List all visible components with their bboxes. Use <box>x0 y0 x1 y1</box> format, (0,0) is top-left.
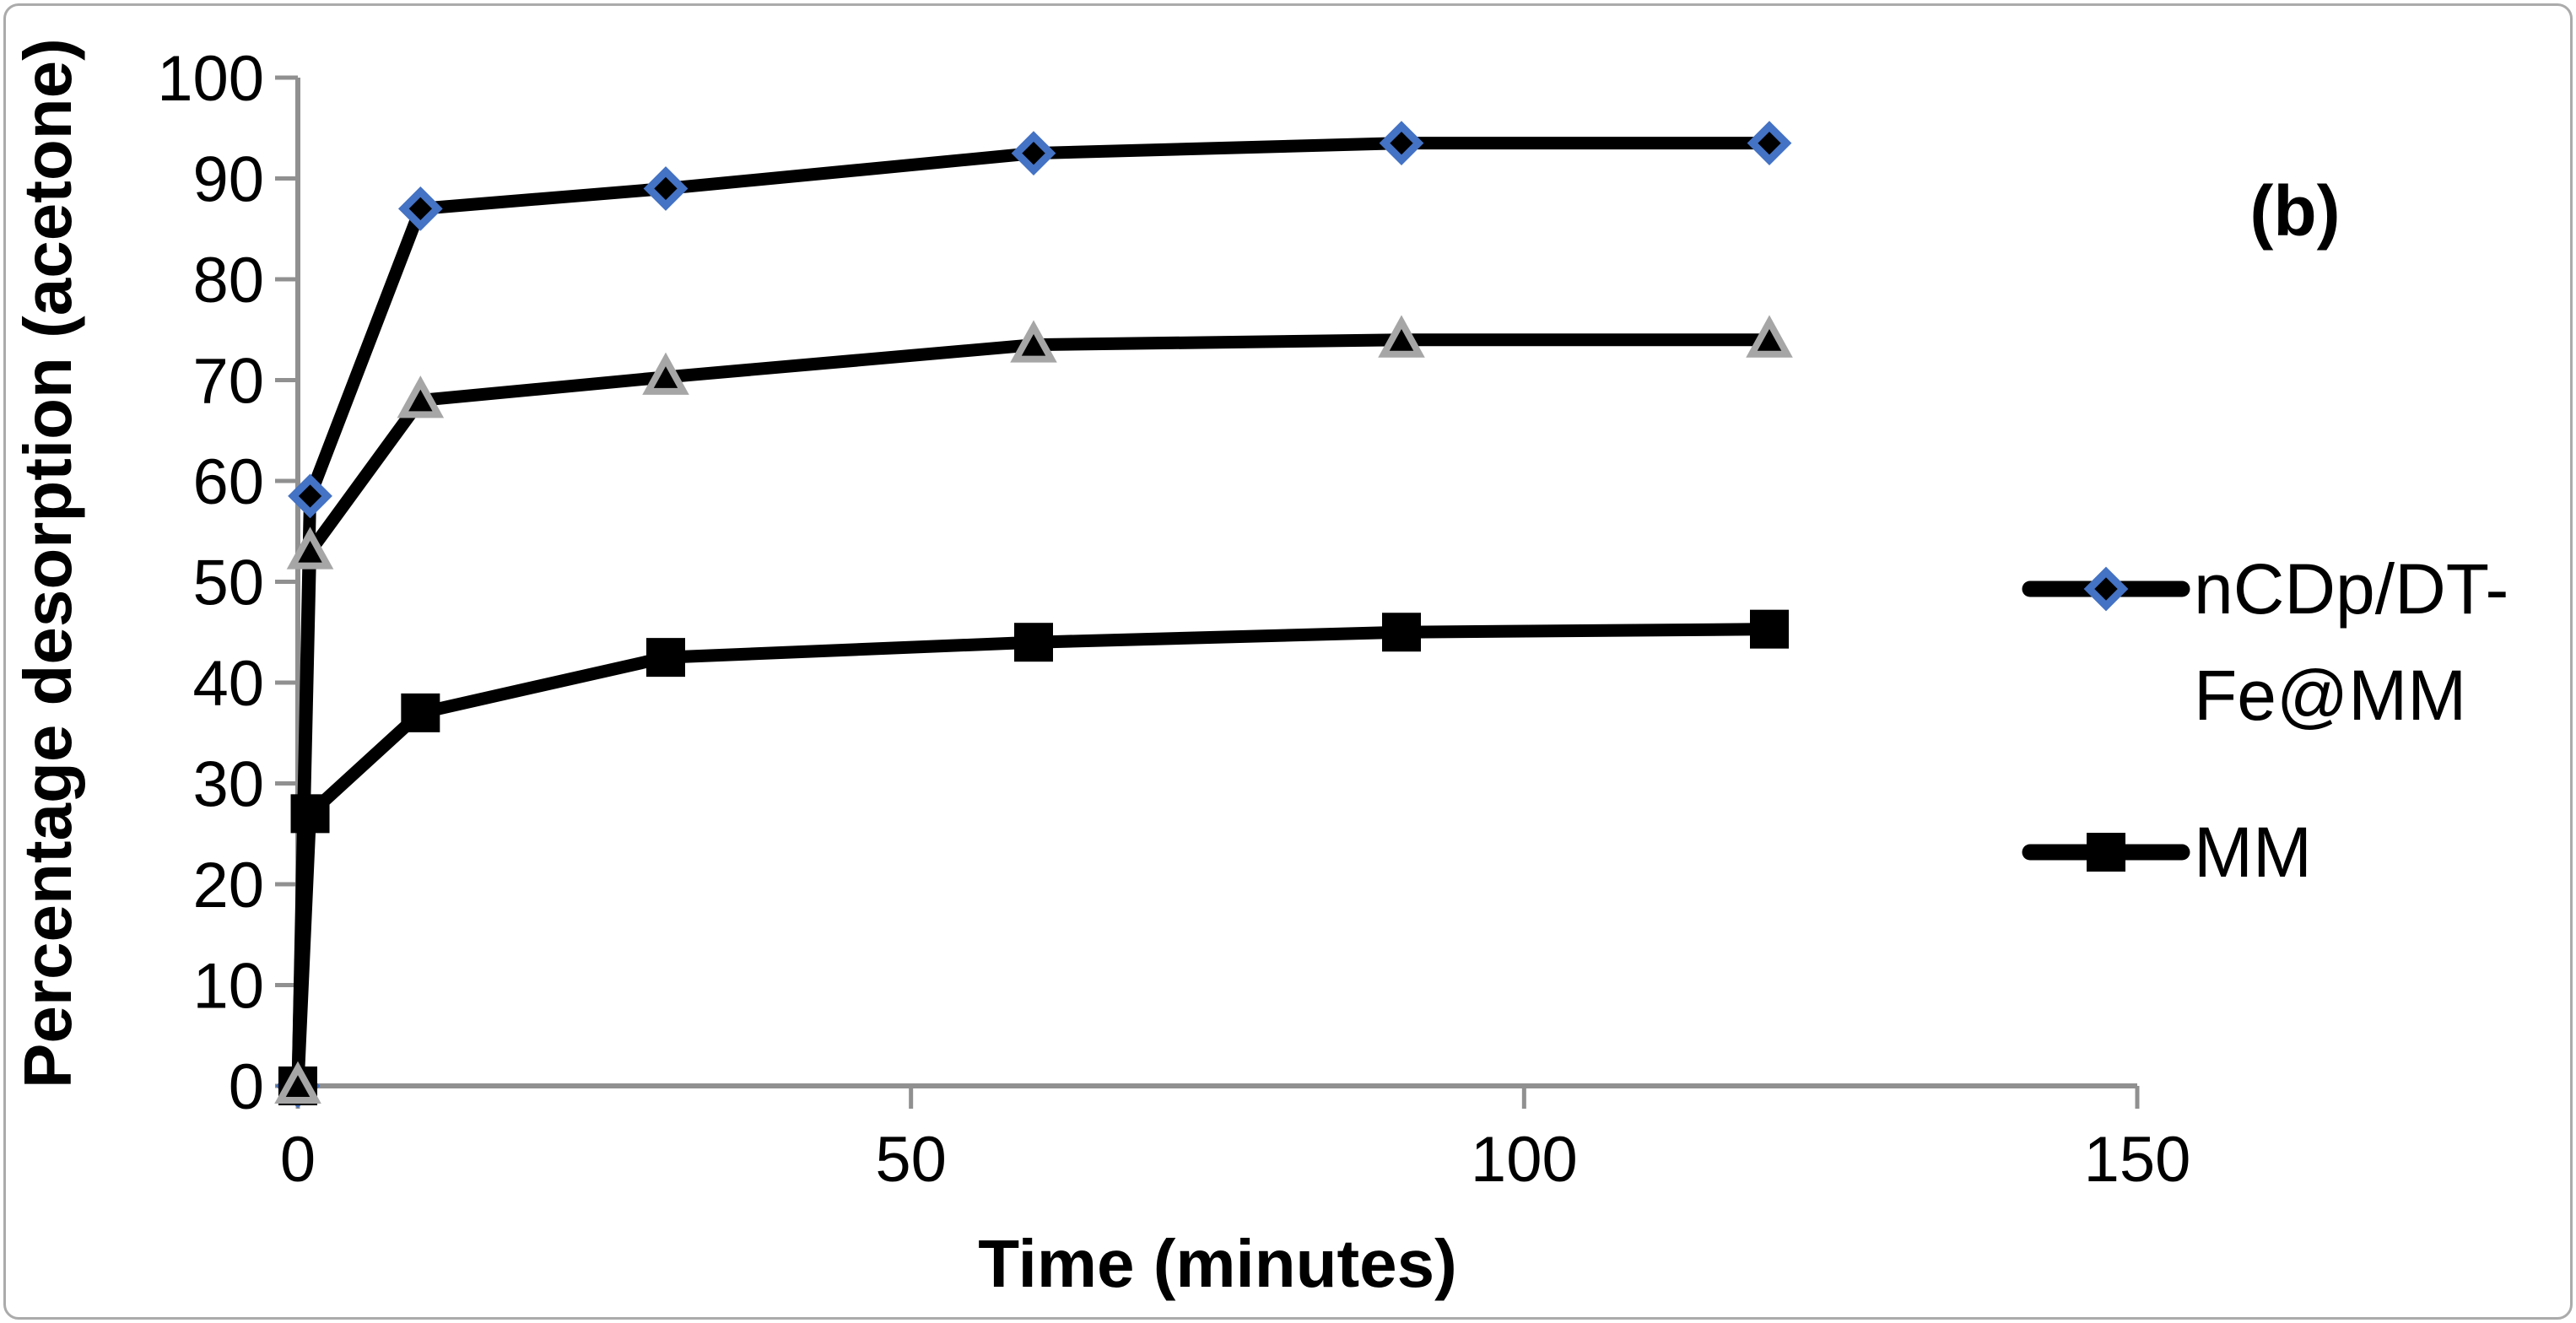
legend-key-square <box>2022 833 2190 872</box>
y-tick-label: 50 <box>192 548 264 619</box>
marker-triangle <box>397 375 445 418</box>
series-line-1 <box>291 623 1770 1087</box>
y-tick-label: 20 <box>192 850 264 921</box>
marker-square <box>1750 609 1789 649</box>
legend-label: nCDp/DT- Fe@MM <box>2194 536 2508 748</box>
marker-diamond <box>1379 121 1424 166</box>
y-axis-title: Percentage desorption (acetone) <box>10 38 85 1088</box>
legend-label: MM <box>2194 799 2312 905</box>
marker-triangle <box>274 1061 321 1104</box>
marker-diamond <box>1747 121 1792 166</box>
y-tick-label: 60 <box>192 446 264 518</box>
y-tick-label: 90 <box>192 144 264 216</box>
marker-square <box>646 638 685 678</box>
y-tick-label: 70 <box>192 346 264 418</box>
y-tick-label: 10 <box>192 951 264 1023</box>
legend-label-line: Fe@MM <box>2194 656 2467 735</box>
marker-square <box>1014 623 1053 662</box>
marker-diamond <box>643 166 689 211</box>
y-tick-label: 30 <box>192 749 264 821</box>
marker-diamond <box>288 473 332 519</box>
x-tick-label: 150 <box>2084 1124 2191 1196</box>
x-tick-label: 50 <box>875 1124 947 1196</box>
legend-entry-MM: MM <box>2022 799 2312 905</box>
marker-diamond <box>2083 566 2129 612</box>
marker-triangle <box>1010 320 1057 363</box>
series-line-0 <box>291 137 1769 1087</box>
marker-triangle <box>1378 315 1425 358</box>
y-tick-label: 0 <box>229 1051 264 1123</box>
x-axis-title: Time (minutes) <box>978 1226 1457 1301</box>
x-tick-label: 0 <box>280 1124 316 1196</box>
marker-triangle <box>286 526 334 570</box>
marker-triangle <box>642 352 689 395</box>
panel-label: (b) <box>2249 171 2341 251</box>
marker-triangle <box>1746 315 1793 358</box>
legend-label-line: MM <box>2194 813 2312 892</box>
y-tick-label: 80 <box>192 245 264 316</box>
marker-square <box>2087 833 2125 872</box>
x-tick-label: 100 <box>1471 1124 1578 1196</box>
y-tick-label: 40 <box>192 648 264 720</box>
legend-key-diamond <box>2022 566 2190 612</box>
marker-square <box>401 693 440 732</box>
series-line-2 <box>291 333 1769 1087</box>
legend-label-line: nCDp/DT- <box>2194 549 2509 629</box>
y-tick-label: 100 <box>157 43 264 115</box>
marker-square <box>1382 613 1421 652</box>
legend-entry-nCDp/DT-Fe@MM: nCDp/DT- Fe@MM <box>2022 536 2508 748</box>
marker-diamond <box>1011 131 1056 176</box>
marker-diamond <box>397 186 443 231</box>
